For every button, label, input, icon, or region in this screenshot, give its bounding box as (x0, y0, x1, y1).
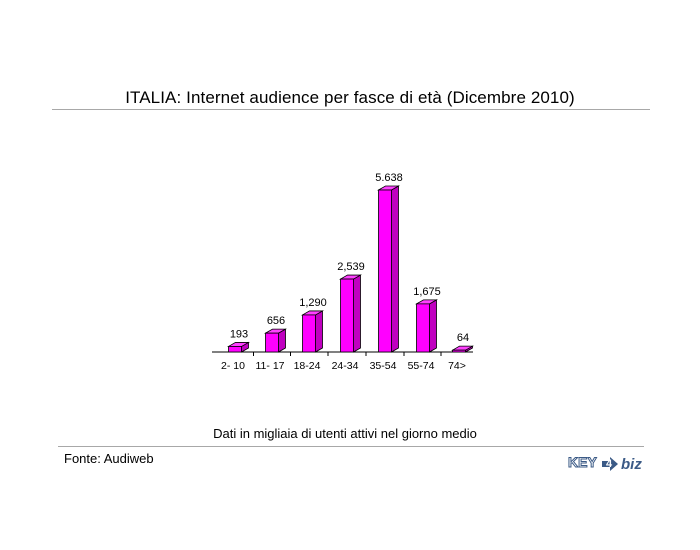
footer-divider (58, 446, 644, 447)
x-tick-label: 35-54 (370, 360, 397, 372)
bar-front (340, 278, 354, 353)
bar-front (416, 303, 430, 353)
bar-front (378, 189, 392, 353)
bar (263, 328, 288, 353)
title-divider (52, 109, 650, 110)
logo-arrow (602, 457, 618, 471)
bar-value-label: 1,290 (299, 297, 327, 309)
bar-front (302, 314, 316, 353)
x-tick-label: 55-74 (408, 360, 435, 372)
x-tick-label: 18-24 (294, 360, 321, 372)
bar (376, 185, 401, 353)
bar-side (315, 310, 323, 353)
bar-value-label: 64 (457, 332, 469, 344)
source-label: Fonte: Audiweb (64, 451, 154, 466)
logo-digit: 4 (606, 458, 613, 470)
bar-front (265, 332, 279, 353)
chart-note: Dati in migliaia di utenti attivi nel gi… (213, 426, 477, 441)
brand-logo: KEY 4 biz (568, 454, 643, 474)
x-tick-label: 24-34 (332, 360, 359, 372)
bar-side (391, 185, 399, 353)
bar-value-label: 1,675 (413, 286, 441, 298)
x-tick-label: 2- 10 (221, 360, 245, 372)
bar-value-label: 656 (267, 315, 285, 327)
bar-side (353, 274, 361, 353)
bar (226, 341, 251, 353)
x-tick-label: 74> (448, 360, 466, 372)
bar-value-label: 2,539 (337, 261, 365, 273)
bar (414, 299, 439, 353)
bar-value-label: 193 (230, 328, 248, 340)
chart-title: ITALIA: Internet audience per fasce di e… (125, 88, 575, 107)
bar-front (452, 349, 466, 353)
bar-value-label: 5.638 (375, 172, 403, 184)
logo-text-left: KEY (568, 454, 597, 470)
bar (300, 310, 325, 353)
bar-front (228, 346, 242, 353)
bar (338, 274, 363, 353)
x-tick-label: 11- 17 (256, 360, 285, 372)
bar (450, 345, 475, 353)
bar-side (429, 299, 437, 353)
logo-text-right: biz (621, 456, 642, 473)
